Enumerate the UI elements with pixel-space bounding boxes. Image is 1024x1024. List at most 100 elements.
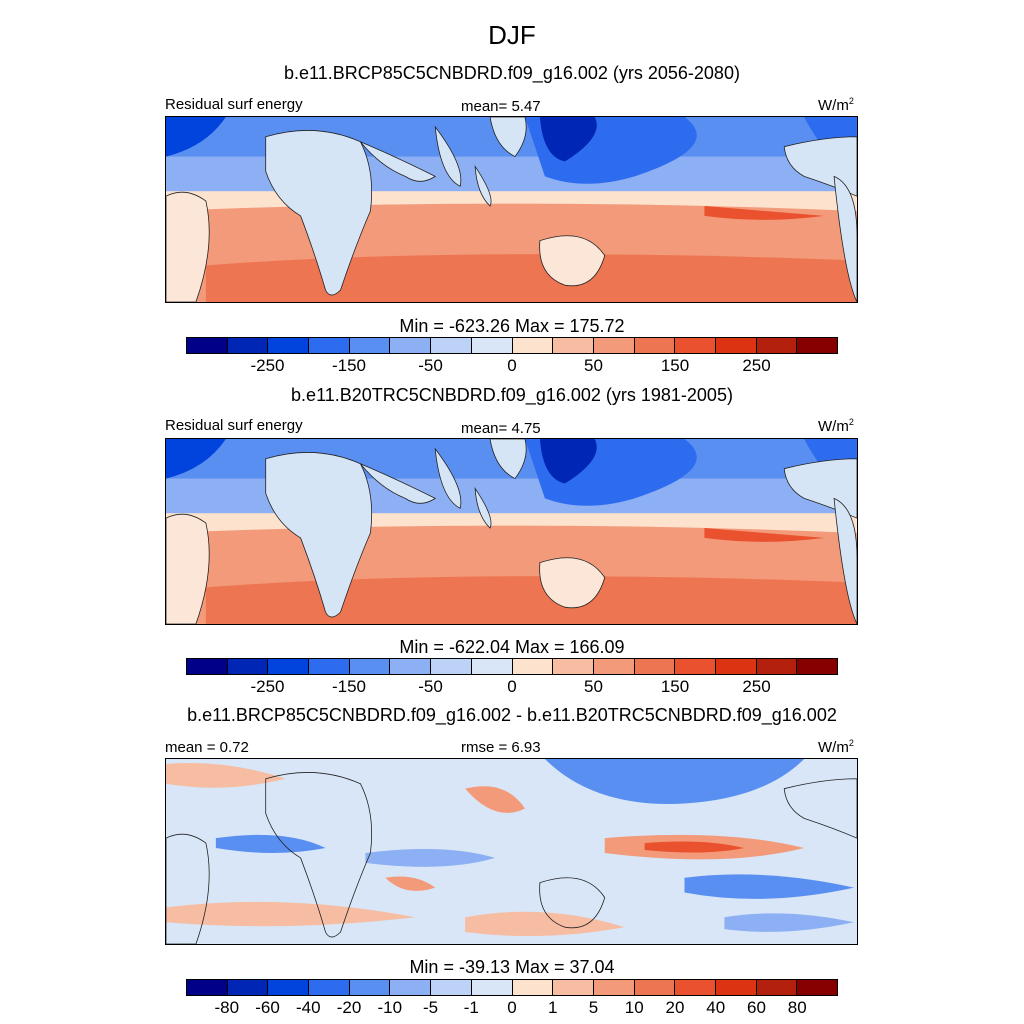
colorbar-swatch <box>227 659 269 674</box>
colorbar-tick-label: -250 <box>250 356 285 375</box>
colorbar-swatch <box>349 338 391 353</box>
colorbar-tick-label: -150 <box>331 677 367 696</box>
colorbar-tick-label: 20 <box>665 998 685 1017</box>
colorbar-tick-label: 60 <box>747 998 766 1017</box>
panel-1-colorbar <box>186 337 838 354</box>
colorbar-tick-label: 250 <box>742 356 771 375</box>
colorbar-swatch <box>471 338 513 353</box>
colorbar-swatch <box>512 980 554 995</box>
panel-3-map <box>165 758 858 945</box>
panel-1-minmax: Min = -623.26 Max = 175.72 <box>399 316 625 336</box>
colorbar-swatch <box>756 338 798 353</box>
colorbar-swatch <box>715 338 757 353</box>
colorbar-tick-label: -60 <box>255 998 280 1017</box>
panel-2-mean-label: mean= 4.75 <box>461 420 541 437</box>
colorbar-swatch <box>187 659 228 674</box>
colorbar-swatch <box>512 338 554 353</box>
colorbar-tick-label: -10 <box>377 998 403 1017</box>
colorbar-swatch <box>390 980 432 995</box>
panel-1-units: W/m2 <box>818 96 854 114</box>
panel-2-map <box>165 438 858 625</box>
colorbar-tick-label: 50 <box>584 677 603 696</box>
colorbar-swatch <box>634 338 676 353</box>
colorbar-tick-label: 150 <box>660 356 690 375</box>
colorbar-swatch <box>268 338 310 353</box>
colorbar-tick-label: 0 <box>507 356 517 375</box>
colorbar-swatch <box>227 338 269 353</box>
colorbar-tick-label: 80 <box>787 998 807 1017</box>
colorbar-swatch <box>187 980 228 995</box>
colorbar-tick-label: -250 <box>250 677 285 696</box>
colorbar-swatch <box>634 980 676 995</box>
colorbar-tick-label: -40 <box>295 998 321 1017</box>
colorbar-swatch <box>268 659 310 674</box>
colorbar-swatch <box>675 338 716 353</box>
colorbar-tick-label: 40 <box>706 998 726 1017</box>
colorbar-swatch <box>553 338 594 353</box>
main-title: DJF <box>488 20 536 50</box>
colorbar-swatch <box>715 659 757 674</box>
colorbar-swatch <box>593 659 635 674</box>
panel-2-minmax: Min = -622.04 Max = 166.09 <box>399 637 625 657</box>
colorbar-swatch <box>756 659 798 674</box>
panel-1-mean-label: mean= 5.47 <box>461 98 541 115</box>
colorbar-tick-label: 150 <box>660 677 690 696</box>
contour-field <box>166 439 857 624</box>
colorbar-swatch <box>349 980 391 995</box>
colorbar-swatch <box>309 980 350 995</box>
colorbar-swatch <box>309 338 350 353</box>
panel-2-variable-label: Residual surf energy <box>165 417 303 434</box>
colorbar-swatch <box>675 659 716 674</box>
panel-3-rmse-label: rmse = 6.93 <box>461 739 541 756</box>
panel-2-units: W/m2 <box>818 417 854 435</box>
colorbar-tick-label: 0 <box>507 677 517 696</box>
colorbar-tick-label: 250 <box>742 677 771 696</box>
colorbar-swatch <box>471 980 513 995</box>
colorbar-swatch <box>593 338 635 353</box>
colorbar-tick-label: -20 <box>336 998 362 1017</box>
colorbar-swatch <box>390 338 432 353</box>
panel-3-units: W/m2 <box>818 738 854 756</box>
colorbar-swatch <box>553 980 594 995</box>
colorbar-swatch <box>553 659 594 674</box>
colorbar-swatch <box>431 338 472 353</box>
colorbar-swatch <box>593 980 635 995</box>
panel-3-minmax: Min = -39.13 Max = 37.04 <box>409 957 615 977</box>
colorbar-swatch <box>715 980 757 995</box>
colorbar-swatch <box>634 659 676 674</box>
colorbar-tick-label: -1 <box>463 998 479 1017</box>
colorbar-tick-label: 5 <box>588 998 599 1017</box>
colorbar-swatch <box>431 659 472 674</box>
colorbar-tick-label: -5 <box>422 998 439 1017</box>
colorbar-tick-label: -50 <box>418 677 443 696</box>
colorbar-tick-label: 0 <box>507 998 517 1017</box>
colorbar-swatch <box>512 659 554 674</box>
colorbar-swatch <box>797 659 837 674</box>
colorbar-swatch <box>431 980 472 995</box>
colorbar-tick-label: 10 <box>624 998 644 1017</box>
colorbar-tick-label: -80 <box>214 998 240 1017</box>
colorbar-tick-label: 1 <box>548 998 558 1017</box>
colorbar-swatch <box>471 659 513 674</box>
panel-1-variable-label: Residual surf energy <box>165 96 303 113</box>
colorbar-tick-label: 50 <box>584 356 603 375</box>
panel-3-colorbar <box>186 979 838 996</box>
colorbar-swatch <box>797 338 837 353</box>
contour-field <box>166 759 857 944</box>
colorbar-swatch <box>675 980 716 995</box>
colorbar-swatch <box>349 659 391 674</box>
colorbar-swatch <box>268 980 310 995</box>
colorbar-tick-label: -150 <box>331 356 367 375</box>
colorbar-swatch <box>309 659 350 674</box>
panel-1-map <box>165 116 858 303</box>
panel-2-title: b.e11.B20TRC5CNBDRD.f09_g16.002 (yrs 198… <box>291 385 733 405</box>
panel-2-colorbar <box>186 658 838 675</box>
contour-field <box>166 117 857 302</box>
colorbar-tick-label: -50 <box>418 356 443 375</box>
panel-1-title: b.e11.BRCP85C5CNBDRD.f09_g16.002 (yrs 20… <box>284 63 740 83</box>
colorbar-swatch <box>227 980 269 995</box>
panel-3-title: b.e11.BRCP85C5CNBDRD.f09_g16.002 - b.e11… <box>187 705 837 725</box>
colorbar-swatch <box>797 980 837 995</box>
colorbar-swatch <box>187 338 228 353</box>
panel-3-mean-label: mean = 0.72 <box>165 739 249 756</box>
